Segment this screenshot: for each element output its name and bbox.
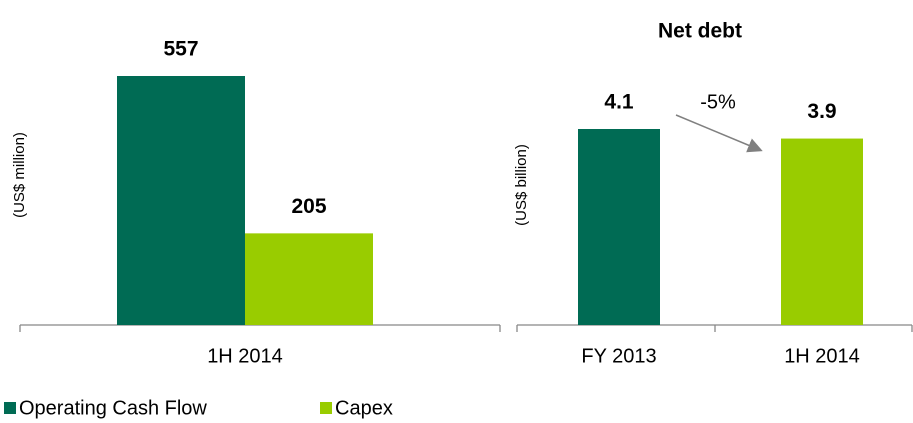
bar: [117, 76, 245, 325]
y-axis-label: (US$ million): [11, 132, 28, 218]
x-tick-label: 1H 2014: [207, 345, 283, 367]
value-label: 557: [163, 38, 198, 61]
y-axis-label: (US$ billion): [513, 144, 530, 226]
bar: [245, 233, 373, 325]
bar: [781, 138, 863, 325]
annotation-arrow: [675, 114, 763, 153]
chart-title: Net debt: [658, 20, 742, 43]
legend-label: Capex: [335, 397, 393, 419]
value-label: 3.9: [807, 100, 836, 123]
value-label: 4.1: [604, 91, 634, 114]
legend-label: Operating Cash Flow: [19, 397, 207, 419]
x-tick-label: FY 2013: [581, 345, 656, 367]
x-tick-label: 1H 2014: [784, 345, 860, 367]
bar: [578, 129, 660, 325]
value-label: 205: [291, 195, 326, 218]
annotation: -5%: [700, 91, 736, 113]
legend-swatch: [4, 402, 16, 414]
legend-swatch: [320, 402, 332, 414]
